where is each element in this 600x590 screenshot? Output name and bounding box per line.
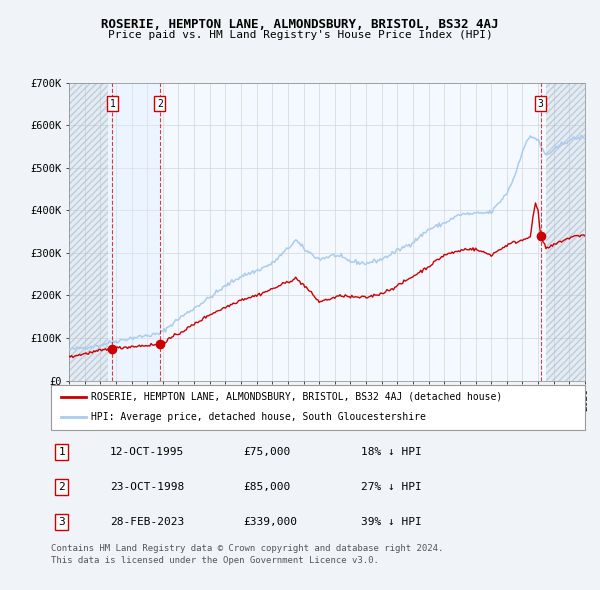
Text: Price paid vs. HM Land Registry's House Price Index (HPI): Price paid vs. HM Land Registry's House …	[107, 30, 493, 40]
Text: HPI: Average price, detached house, South Gloucestershire: HPI: Average price, detached house, Sout…	[91, 412, 426, 422]
Text: £85,000: £85,000	[243, 482, 290, 491]
Text: 23-OCT-1998: 23-OCT-1998	[110, 482, 184, 491]
Text: 12-OCT-1995: 12-OCT-1995	[110, 447, 184, 457]
FancyBboxPatch shape	[51, 385, 585, 430]
Text: ROSERIE, HEMPTON LANE, ALMONDSBURY, BRISTOL, BS32 4AJ (detached house): ROSERIE, HEMPTON LANE, ALMONDSBURY, BRIS…	[91, 392, 502, 402]
Text: 3: 3	[538, 99, 544, 109]
Text: 18% ↓ HPI: 18% ↓ HPI	[361, 447, 421, 457]
Bar	[69, 83, 108, 381]
Text: 3: 3	[58, 517, 65, 527]
Bar	[69, 83, 108, 381]
Text: This data is licensed under the Open Government Licence v3.0.: This data is licensed under the Open Gov…	[51, 556, 379, 565]
Text: 28-FEB-2023: 28-FEB-2023	[110, 517, 184, 527]
Text: 39% ↓ HPI: 39% ↓ HPI	[361, 517, 421, 527]
Bar	[546, 83, 585, 381]
Text: £75,000: £75,000	[243, 447, 290, 457]
Bar	[546, 83, 585, 381]
Text: £339,000: £339,000	[243, 517, 297, 527]
Bar	[160, 83, 546, 381]
Bar	[108, 83, 160, 381]
Text: ROSERIE, HEMPTON LANE, ALMONDSBURY, BRISTOL, BS32 4AJ: ROSERIE, HEMPTON LANE, ALMONDSBURY, BRIS…	[101, 18, 499, 31]
Text: 27% ↓ HPI: 27% ↓ HPI	[361, 482, 421, 491]
Text: Contains HM Land Registry data © Crown copyright and database right 2024.: Contains HM Land Registry data © Crown c…	[51, 544, 443, 553]
Text: 1: 1	[110, 99, 115, 109]
Text: 1: 1	[58, 447, 65, 457]
Text: 2: 2	[58, 482, 65, 491]
Text: 2: 2	[157, 99, 163, 109]
